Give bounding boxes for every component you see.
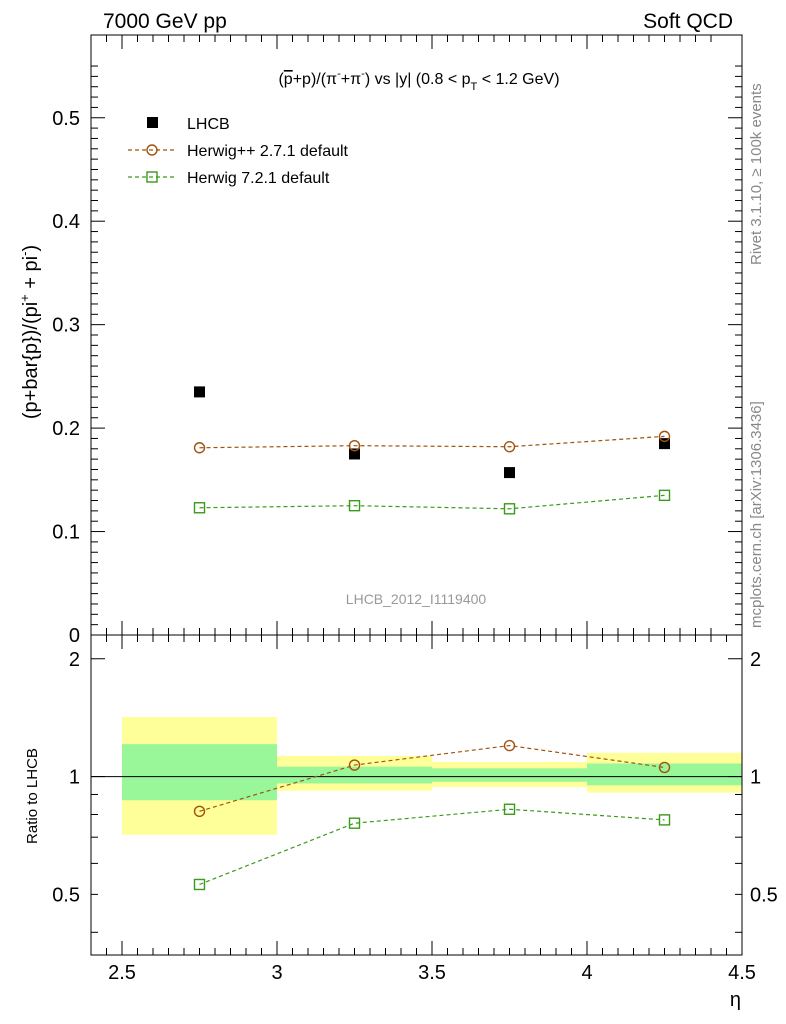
ratio-herwigpp-point bbox=[348, 759, 361, 771]
x-tick-label: 4.5 bbox=[728, 962, 756, 984]
title-sup-minus-2: - bbox=[361, 68, 365, 80]
ratio-herwigpp-point bbox=[193, 805, 206, 818]
title-sup-minus-1: - bbox=[337, 68, 341, 80]
analysis-watermark: LHCB_2012_I1119400 bbox=[346, 591, 487, 607]
ratio-y-tick-label: 1 bbox=[69, 767, 80, 789]
ratio-band-inner bbox=[277, 766, 432, 784]
ratio-series-layer bbox=[193, 739, 671, 891]
main-ylabel: (p+bar{p})/(pi+ + pi-) bbox=[17, 245, 42, 419]
main-y-tick-label: 0.5 bbox=[52, 108, 80, 130]
ratio-axis-ticks bbox=[90, 635, 743, 955]
mcplots-label: mcplots.cern.ch [arXiv:1306.3436] bbox=[748, 401, 765, 628]
lhcb-point bbox=[504, 467, 515, 479]
ratio-herwigpp-point bbox=[658, 761, 671, 774]
ratio-panel: 0.5 0.5 1 1 2 2 2.5 3 3.5 4 4.5 Ratio to LHCB η bbox=[24, 634, 778, 1011]
main-y-tick-labels: 0 0.1 0.2 0.3 0.4 0.5 bbox=[52, 108, 80, 647]
legend-marker-herwig7 bbox=[146, 171, 158, 183]
main-series-line bbox=[199, 494, 665, 510]
x-tick-label: 3 bbox=[271, 962, 282, 984]
legend-label-herwig7: Herwig 7.2.1 default bbox=[187, 170, 330, 187]
ratio-band-inner bbox=[587, 763, 742, 786]
ratio-y-tick-labels: 0.5 0.5 1 1 2 2 bbox=[52, 649, 778, 907]
header-left: 7000 GeV pp bbox=[103, 10, 227, 33]
herwigpp-point bbox=[503, 441, 516, 453]
ratio-herwig7-point bbox=[658, 814, 671, 826]
ylabel-part-b: + pi bbox=[20, 256, 42, 294]
legend-marker-lhcb bbox=[147, 117, 158, 128]
main-panel: 00.10.20.30.40.5 (p+p)/(π-+π-) vs |y| (0… bbox=[17, 34, 743, 647]
ratio-y-tick-label: 2 bbox=[69, 649, 80, 671]
main-y-tick-label: 0.2 bbox=[52, 418, 80, 440]
herwigpp-point bbox=[348, 439, 361, 452]
lhcb-point bbox=[659, 438, 670, 450]
x-axis-label: η bbox=[730, 989, 741, 1011]
ratio-herwigpp-point bbox=[503, 739, 516, 752]
herwig7-point bbox=[193, 502, 206, 514]
main-y-tick-label: 0 bbox=[69, 625, 80, 647]
main-axis-ticks bbox=[90, 35, 742, 636]
title-sub-T: T bbox=[471, 81, 478, 93]
lhcb-point bbox=[194, 386, 205, 398]
herwig7-point bbox=[658, 489, 671, 502]
ratio-y-tick-label-right: 2 bbox=[750, 649, 761, 671]
ratio-series-line bbox=[199, 744, 665, 812]
ratio-y-tick-label-right: 1 bbox=[750, 767, 761, 789]
legend-label-herwigpp: Herwig++ 2.7.1 default bbox=[187, 143, 349, 160]
title-part-b: +p)/(π bbox=[293, 71, 337, 88]
legend-marker-herwigpp bbox=[146, 144, 158, 156]
ratio-y-tick-label: 0.5 bbox=[52, 884, 80, 906]
herwig7-point bbox=[348, 499, 361, 512]
herwig7-point bbox=[503, 503, 516, 515]
ratio-herwig7-point bbox=[348, 817, 361, 829]
main-series-layer bbox=[193, 386, 671, 515]
x-tick-label: 4 bbox=[581, 962, 592, 984]
herwigpp-point bbox=[193, 442, 206, 454]
herwigpp-point bbox=[658, 430, 671, 443]
main-series-line bbox=[199, 435, 665, 449]
ratio-band-inner bbox=[122, 744, 277, 801]
ylabel-part-c: ) bbox=[20, 245, 42, 252]
ratio-band-inner bbox=[432, 768, 587, 782]
ratio-herwig7-point bbox=[193, 878, 206, 891]
ylabel-sup-minus: - bbox=[17, 252, 32, 256]
main-y-tick-label: 0.3 bbox=[52, 315, 80, 337]
header-right: Soft QCD bbox=[643, 10, 733, 33]
title-part-c: +π bbox=[341, 71, 361, 88]
legend: LHCB Herwig++ 2.7.1 default Herwig 7.2.1… bbox=[128, 116, 349, 187]
ratio-bands-layer bbox=[122, 716, 742, 835]
x-tick-label: 3.5 bbox=[418, 962, 446, 984]
main-title: (p+p)/(π-+π-) vs |y| (0.8 < pT < 1.2 GeV… bbox=[278, 68, 559, 93]
main-y-tick-label: 0.1 bbox=[52, 522, 80, 544]
rivet-label: Rivet 3.1.10, ≥ 100k events bbox=[748, 83, 765, 265]
title-part-a: ( bbox=[278, 71, 284, 88]
title-part-d: ) vs |y| (0.8 < p bbox=[365, 71, 471, 88]
x-tick-labels: 2.5 3 3.5 4 4.5 bbox=[108, 962, 756, 984]
lhcb-point bbox=[349, 448, 360, 460]
ylabel-sup-plus: + bbox=[17, 294, 32, 302]
ratio-y-tick-label-right: 0.5 bbox=[750, 884, 778, 906]
ratio-ylabel: Ratio to LHCB bbox=[24, 748, 41, 844]
legend-label-lhcb: LHCB bbox=[187, 116, 230, 133]
title-pbar: p bbox=[284, 71, 293, 88]
ratio-herwig7-point bbox=[503, 803, 516, 815]
x-tick-label: 2.5 bbox=[108, 962, 136, 984]
ratio-series-line bbox=[199, 808, 665, 886]
ylabel-part-a: (p+bar{p})/(pi bbox=[20, 302, 42, 419]
title-part-e: < 1.2 GeV) bbox=[477, 71, 559, 88]
main-y-tick-label: 0.4 bbox=[52, 211, 80, 233]
